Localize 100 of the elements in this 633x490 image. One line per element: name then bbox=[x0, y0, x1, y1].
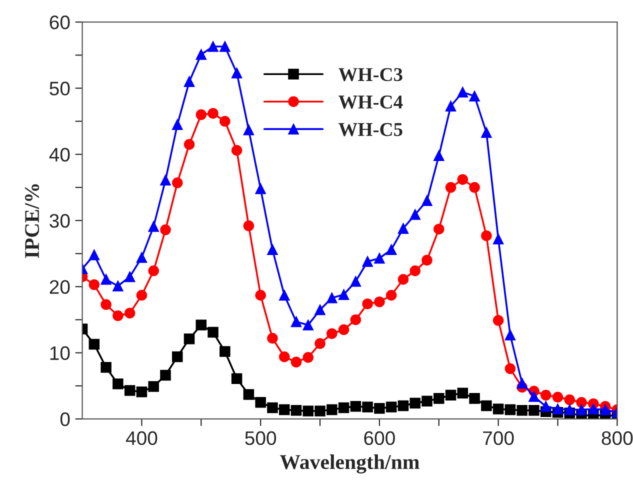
point bbox=[326, 328, 338, 339]
point bbox=[540, 401, 552, 412]
legend-label: WH-C3 bbox=[338, 68, 402, 82]
point bbox=[434, 224, 444, 234]
point bbox=[492, 315, 504, 326]
point bbox=[160, 174, 171, 186]
point bbox=[516, 378, 528, 389]
point bbox=[410, 265, 420, 276]
point bbox=[196, 320, 207, 330]
point bbox=[386, 290, 397, 301]
point bbox=[374, 296, 385, 308]
point bbox=[267, 402, 278, 414]
point bbox=[338, 289, 350, 300]
point bbox=[220, 41, 230, 52]
point bbox=[398, 274, 409, 285]
x-axis-title: Wavelength/nm bbox=[280, 454, 420, 474]
point bbox=[540, 390, 552, 401]
point bbox=[136, 386, 148, 398]
point bbox=[112, 280, 124, 292]
y-tick-label: 20 bbox=[50, 280, 70, 294]
point bbox=[457, 388, 468, 399]
point bbox=[374, 402, 385, 414]
point bbox=[172, 351, 183, 362]
point bbox=[302, 320, 314, 330]
y-tick-label: 10 bbox=[50, 346, 70, 360]
point bbox=[350, 276, 362, 287]
point bbox=[124, 385, 136, 396]
point bbox=[481, 230, 492, 242]
point bbox=[434, 393, 444, 404]
point bbox=[220, 116, 230, 127]
point bbox=[196, 109, 207, 120]
point bbox=[528, 391, 540, 402]
point bbox=[504, 330, 516, 340]
point bbox=[326, 292, 338, 304]
point bbox=[148, 381, 159, 392]
point bbox=[148, 265, 159, 276]
point bbox=[184, 139, 195, 150]
point bbox=[302, 406, 314, 416]
y-tick-label: 30 bbox=[50, 214, 70, 228]
point bbox=[290, 316, 302, 328]
point bbox=[338, 402, 350, 414]
legend-label: WH-C5 bbox=[338, 123, 402, 136]
point bbox=[422, 396, 432, 406]
point bbox=[528, 404, 540, 416]
point bbox=[469, 90, 480, 102]
point bbox=[88, 338, 100, 350]
point bbox=[290, 404, 302, 416]
point bbox=[410, 209, 420, 220]
point bbox=[588, 404, 599, 414]
point bbox=[148, 221, 159, 232]
point bbox=[422, 195, 432, 206]
point bbox=[172, 119, 183, 130]
point bbox=[576, 397, 587, 408]
point bbox=[278, 290, 290, 301]
y-tick-label: 60 bbox=[50, 16, 70, 30]
point bbox=[100, 299, 112, 310]
point bbox=[302, 352, 314, 363]
point bbox=[278, 404, 290, 416]
point bbox=[576, 404, 587, 416]
x-tick-label: 400 bbox=[126, 431, 158, 446]
x-tick-label: 700 bbox=[483, 431, 514, 446]
legend-label: WH-C4 bbox=[338, 96, 403, 109]
point bbox=[290, 356, 302, 368]
point bbox=[88, 279, 100, 290]
point bbox=[124, 308, 136, 318]
point bbox=[267, 332, 278, 344]
point bbox=[445, 100, 456, 112]
point bbox=[88, 250, 100, 260]
point bbox=[100, 362, 112, 373]
point bbox=[338, 324, 350, 336]
point bbox=[112, 310, 124, 322]
point bbox=[350, 401, 362, 412]
point bbox=[267, 244, 278, 255]
point bbox=[112, 378, 124, 390]
point bbox=[184, 76, 195, 87]
point bbox=[243, 124, 254, 136]
point bbox=[362, 256, 373, 267]
point bbox=[445, 390, 456, 401]
point bbox=[196, 49, 207, 60]
point bbox=[208, 108, 218, 119]
x-tick-label: 500 bbox=[245, 431, 276, 446]
point bbox=[410, 398, 420, 408]
point bbox=[469, 182, 480, 193]
point bbox=[184, 334, 195, 344]
point bbox=[100, 274, 112, 285]
point bbox=[386, 402, 397, 412]
point bbox=[220, 346, 230, 357]
y-tick-label: 40 bbox=[49, 148, 70, 162]
point bbox=[457, 86, 468, 98]
point bbox=[255, 397, 266, 408]
point bbox=[314, 338, 326, 349]
point bbox=[243, 389, 254, 400]
point bbox=[160, 224, 171, 236]
point bbox=[231, 68, 242, 78]
point bbox=[231, 145, 242, 156]
point bbox=[492, 404, 504, 414]
point bbox=[124, 271, 136, 282]
point bbox=[481, 127, 492, 138]
y-tick-label: 50 bbox=[50, 82, 70, 96]
point bbox=[386, 244, 397, 255]
